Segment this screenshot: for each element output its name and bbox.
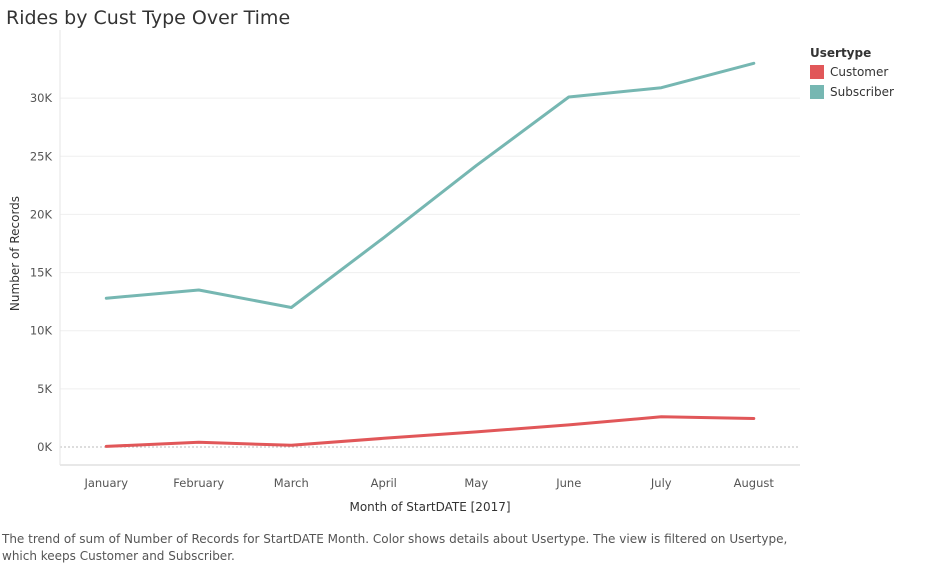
- legend[interactable]: Usertype Customer Subscriber: [810, 46, 894, 102]
- y-axis-title: Number of Records: [8, 196, 22, 311]
- series-lines: [104, 61, 756, 448]
- legend-item-subscriber[interactable]: Subscriber: [810, 82, 894, 102]
- legend-label: Customer: [830, 65, 889, 79]
- legend-item-customer[interactable]: Customer: [810, 62, 894, 82]
- x-tick-label: April: [371, 476, 397, 490]
- y-tick-label: 20K: [30, 207, 53, 221]
- x-tick-label: June: [555, 476, 581, 490]
- series-line-customer[interactable]: [104, 415, 756, 448]
- x-tick-label: July: [650, 476, 672, 490]
- gridlines: [60, 97, 800, 390]
- y-tick-label: 15K: [30, 266, 53, 280]
- x-tick-label: March: [274, 476, 309, 490]
- x-tick-labels: January February March April May June July Augu…: [83, 476, 774, 490]
- y-tick-label: 5K: [37, 382, 52, 396]
- legend-swatch: [810, 85, 824, 99]
- x-tick-label: August: [734, 476, 775, 490]
- y-tick-label: 30K: [30, 91, 53, 105]
- chart-title: Rides by Cust Type Over Time: [6, 7, 291, 29]
- y-tick-labels: 0K 5K 10K 15K 20K 25K 30K: [30, 91, 53, 454]
- x-tick-label: February: [173, 476, 224, 490]
- legend-label: Subscriber: [830, 85, 894, 99]
- y-tick-label: 10K: [30, 324, 53, 338]
- series-line-subscriber[interactable]: [104, 61, 756, 309]
- x-tick-label: January: [83, 476, 128, 490]
- legend-swatch: [810, 65, 824, 79]
- y-tick-label: 0K: [37, 440, 52, 454]
- x-tick-label: May: [464, 476, 488, 490]
- legend-title: Usertype: [810, 46, 872, 60]
- caption: The trend of sum of Number of Records fo…: [2, 532, 788, 563]
- x-axis-title: Month of StartDATE [2017]: [349, 500, 510, 514]
- y-tick-label: 25K: [30, 149, 53, 163]
